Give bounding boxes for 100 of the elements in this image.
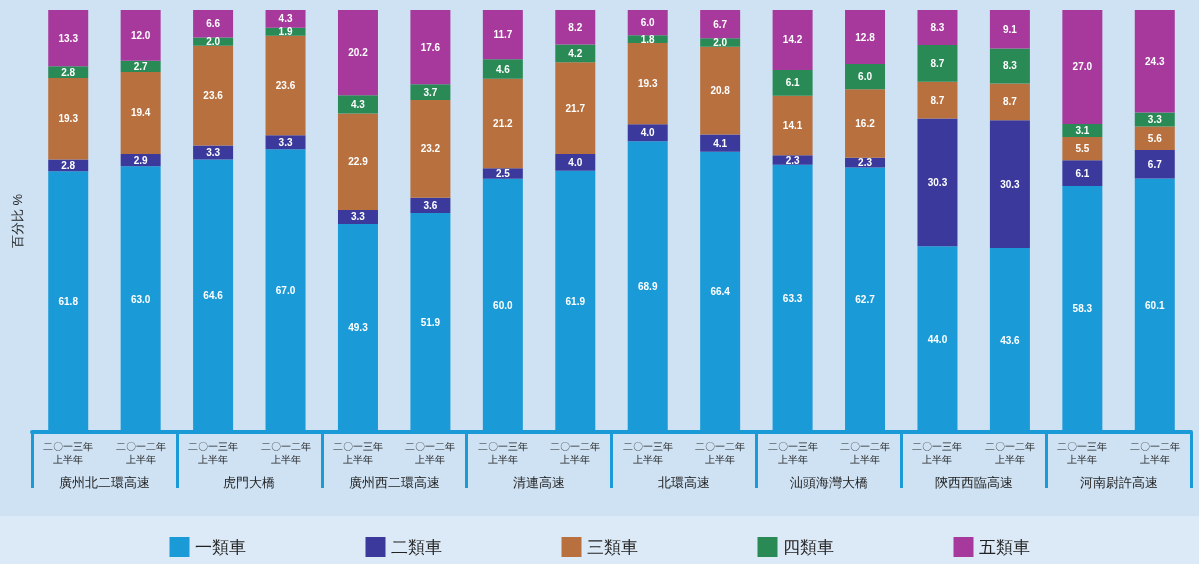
- data-label: 2.0: [713, 36, 728, 48]
- x-tick-label: 二〇一二年上半年: [550, 441, 601, 465]
- data-label: 8.7: [1002, 96, 1018, 108]
- bar: [337, 10, 378, 96]
- data-label: 67.0: [275, 285, 296, 297]
- data-label: 14.2: [782, 34, 803, 46]
- x-tick-label: 二〇一三年上半年: [43, 441, 94, 465]
- data-label: 5.5: [1075, 143, 1090, 155]
- data-label: 6.0: [858, 71, 873, 83]
- bar: [989, 48, 1030, 84]
- data-label: 30.3: [927, 176, 948, 188]
- data-label: 21.7: [565, 102, 586, 114]
- bar: [917, 45, 958, 82]
- bar: [700, 10, 741, 39]
- bar: [1134, 10, 1175, 113]
- data-label: 58.3: [1072, 303, 1093, 315]
- data-label: 51.9: [420, 316, 441, 328]
- bar: [627, 10, 668, 36]
- data-label: 12.0: [130, 29, 151, 41]
- data-label: 2.3: [858, 157, 873, 169]
- data-label: 19.3: [637, 78, 658, 90]
- legend-label: 三類車: [586, 537, 638, 557]
- text: 北環高速: [657, 475, 710, 490]
- bar: [410, 99, 451, 198]
- data-label: 14.1: [782, 119, 803, 131]
- legend-label: 五類車: [978, 537, 1030, 557]
- bar: [845, 64, 886, 90]
- bar: [193, 45, 234, 146]
- data-label: 8.3: [1002, 60, 1018, 72]
- data-label: 1.8: [640, 33, 656, 45]
- bar: [337, 113, 378, 211]
- text: 廣州北二環高速: [58, 475, 150, 490]
- data-label: 8.7: [930, 57, 945, 69]
- bar: [845, 89, 886, 158]
- bar: [48, 77, 89, 160]
- data-label: 2.8: [61, 159, 76, 171]
- data-label: 6.0: [640, 17, 656, 29]
- data-label: 6.6: [206, 18, 221, 30]
- x-tick-label: 二〇一二年上半年: [1129, 441, 1180, 465]
- data-label: 60.0: [493, 299, 514, 311]
- data-label: 5.6: [1147, 132, 1163, 144]
- bar: [410, 84, 451, 100]
- x-tick-label: 二〇一二年上半年: [115, 441, 166, 465]
- x-tick-label: 二〇一二年上半年: [260, 441, 311, 465]
- bar: [1062, 10, 1103, 124]
- bar: [120, 72, 161, 154]
- data-label: 6.7: [1147, 158, 1163, 170]
- data-label: 2.8: [61, 66, 76, 78]
- data-label: 23.2: [420, 143, 441, 155]
- data-label: 8.2: [568, 21, 583, 33]
- data-label: 62.7: [855, 294, 876, 306]
- data-label: 44.0: [927, 333, 948, 345]
- data-label: 4.0: [568, 156, 583, 168]
- bar: [917, 118, 958, 247]
- data-label: 4.3: [351, 98, 366, 110]
- text: 河南尉許高速: [1079, 475, 1158, 490]
- bar: [772, 95, 813, 156]
- text: 虎門大橋: [223, 475, 276, 490]
- data-label: 9.1: [1002, 23, 1018, 35]
- bar: [555, 10, 596, 45]
- text: 廣州西二環高速: [348, 475, 440, 490]
- x-tick-label: 二〇一二年上半年: [984, 441, 1035, 465]
- bar: [772, 69, 813, 96]
- bar: [482, 59, 523, 79]
- data-label: 43.6: [1000, 334, 1021, 346]
- data-label: 20.8: [710, 85, 731, 97]
- data-label: 61.8: [58, 296, 79, 308]
- data-label: 64.6: [203, 290, 224, 302]
- bar: [989, 120, 1030, 249]
- data-label: 3.3: [206, 146, 221, 158]
- data-label: 23.6: [203, 90, 224, 102]
- data-label: 3.1: [1075, 124, 1090, 136]
- x-tick-label: 二〇一三年上半年: [767, 441, 818, 465]
- x-tick-label: 二〇一三年上半年: [477, 441, 528, 465]
- bar: [772, 10, 813, 70]
- bar: [845, 10, 886, 65]
- data-label: 49.3: [348, 322, 369, 334]
- bar: [410, 10, 451, 85]
- bar: [917, 81, 958, 119]
- data-label: 4.0: [640, 127, 656, 139]
- data-label: 11.7: [493, 29, 513, 41]
- legend-label: 四類車: [782, 537, 834, 557]
- x-tick-label: 二〇一二年上半年: [695, 441, 746, 465]
- text: 清連高速: [513, 475, 566, 490]
- x-tick-label: 二〇一三年上半年: [188, 441, 239, 465]
- bar: [482, 78, 523, 169]
- data-label: 19.4: [130, 107, 151, 119]
- bar: [555, 153, 596, 171]
- data-label: 21.2: [493, 118, 514, 130]
- data-label: 4.3: [278, 13, 293, 25]
- x-tick-label: 二〇一三年上半年: [912, 441, 963, 465]
- data-label: 1.9: [278, 26, 293, 38]
- bar: [627, 42, 668, 125]
- data-label: 2.3: [785, 154, 800, 166]
- x-tick-label: 二〇一三年上半年: [332, 441, 383, 465]
- data-label: 63.3: [782, 292, 803, 304]
- data-label: 23.6: [275, 80, 296, 92]
- bar: [700, 46, 741, 135]
- bar: [1134, 150, 1175, 179]
- data-label: 3.3: [1147, 114, 1163, 126]
